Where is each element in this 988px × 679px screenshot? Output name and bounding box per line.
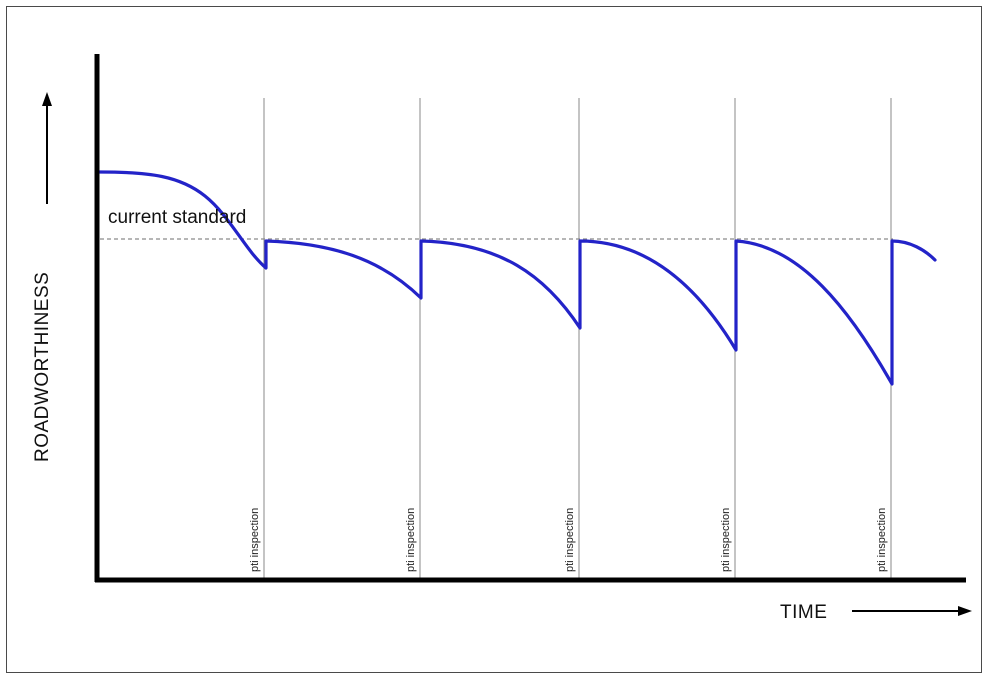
standard-label: current standard: [108, 207, 246, 228]
x-axis-label: TIME: [780, 602, 827, 623]
inspection-label-1: pti inspection: [249, 508, 261, 572]
inspection-label-5: pti inspection: [876, 508, 888, 572]
y-axis-label: ROADWORTHINESS: [32, 272, 53, 462]
inspection-label-2: pti inspection: [405, 508, 417, 572]
figure-frame: [6, 6, 982, 673]
inspection-label-3: pti inspection: [564, 508, 576, 572]
x-axis-arrow-head: [958, 606, 972, 616]
roadworthiness-curve: [98, 170, 937, 386]
y-axis-arrow-head: [42, 92, 52, 106]
inspection-label-4: pti inspection: [720, 508, 732, 572]
